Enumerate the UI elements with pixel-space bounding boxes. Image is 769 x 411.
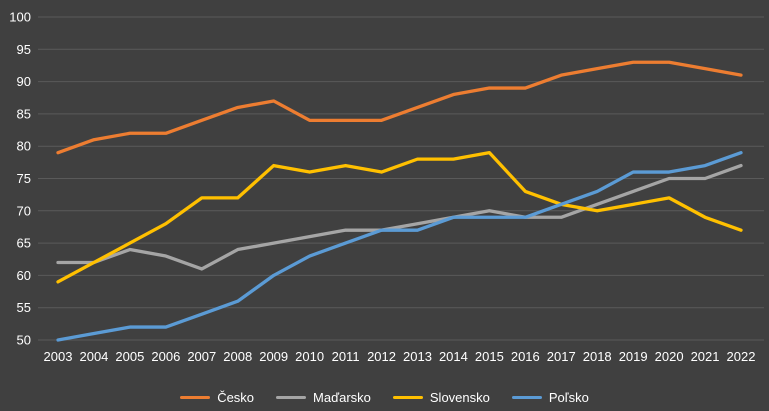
legend-label: Poľsko xyxy=(548,390,589,405)
y-tick-label: 60 xyxy=(17,268,31,283)
legend-item-polsko: Poľsko xyxy=(511,390,589,405)
x-tick-label: 2016 xyxy=(511,349,540,364)
series-line-polsko xyxy=(56,151,743,342)
series-line-cesko xyxy=(56,60,743,155)
series-line-slovensko xyxy=(56,151,743,284)
legend-label: Slovensko xyxy=(429,390,490,405)
y-tick-label: 100 xyxy=(9,10,31,25)
y-tick-label: 70 xyxy=(17,203,31,218)
legend-item-cesko: Česko xyxy=(180,391,254,404)
x-tick-label: 2021 xyxy=(691,349,720,364)
y-tick-label: 85 xyxy=(17,106,31,121)
x-tick-label: 2014 xyxy=(439,349,468,364)
x-tick-label: 2003 xyxy=(44,349,73,364)
series-line-madarsko xyxy=(56,163,743,271)
x-tick-label: 2011 xyxy=(332,349,360,364)
x-tick-label: 2018 xyxy=(583,349,612,364)
x-tick-label: 2020 xyxy=(655,349,684,364)
x-tick-label: 2004 xyxy=(79,349,108,364)
y-tick-label: 95 xyxy=(17,42,31,57)
x-tick-label: 2009 xyxy=(259,349,288,364)
legend-label: Česko xyxy=(217,390,255,405)
legend-item-slovensko: Slovensko xyxy=(392,390,490,405)
legend-line-swatch xyxy=(276,395,307,400)
legend-line-swatch xyxy=(392,395,423,400)
legend-line-swatch xyxy=(180,395,211,400)
x-tick-label: 2019 xyxy=(619,349,648,364)
legend-item-madarsko: Maďarsko xyxy=(276,391,371,404)
y-tick-label: 65 xyxy=(17,236,31,251)
chart-legend: Česko Maďarsko Slovensko Poľsko xyxy=(0,391,769,404)
x-tick-label: 2005 xyxy=(115,349,144,364)
y-tick-label: 80 xyxy=(17,139,31,154)
x-tick-label: 2012 xyxy=(367,349,396,364)
x-tick-label: 2008 xyxy=(223,349,252,364)
y-tick-label: 90 xyxy=(17,74,31,89)
x-tick-label: 2017 xyxy=(547,349,576,364)
x-tick-label: 2015 xyxy=(475,349,504,364)
y-tick-label: 75 xyxy=(17,171,31,186)
x-tick-label: 2006 xyxy=(151,349,180,364)
x-tick-label: 2013 xyxy=(403,349,432,364)
legend-label: Maďarsko xyxy=(313,390,371,405)
legend-line-swatch xyxy=(511,395,542,400)
x-tick-label: 2022 xyxy=(727,349,756,364)
y-tick-label: 55 xyxy=(17,300,31,315)
y-tick-label: 50 xyxy=(17,333,31,348)
x-tick-label: 2007 xyxy=(187,349,216,364)
x-tick-label: 2010 xyxy=(295,349,324,364)
